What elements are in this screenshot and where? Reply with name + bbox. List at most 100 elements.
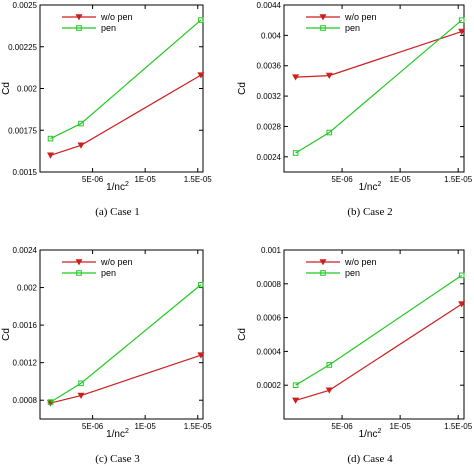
legend-marker-pen — [76, 25, 82, 31]
y-tick-label: 0.0012 — [13, 359, 38, 368]
data-point-pen — [458, 272, 465, 279]
chart-3: 5E-06 1E-05 1.5E-05 0.0008 0.0012 0.0016 0.002… — [1, 246, 212, 465]
plot-frame — [283, 249, 465, 420]
chart-4: 5E-06 1E-05 1.5E-05 0.0002 0.0004 0.0006 0.000… — [237, 246, 473, 465]
x-axis-label: 1/nc2 — [359, 181, 382, 193]
y-tick-label: 0.0008 — [13, 396, 38, 405]
y-tick-label: 0.00225 — [8, 43, 37, 52]
y-tick-label: 0.0015 — [13, 168, 38, 177]
y-tick-label: 0.002 — [17, 85, 38, 94]
chart-caption: (c) Case 3 — [95, 453, 140, 465]
data-point-wo-pen — [292, 397, 300, 404]
series-line-pen — [295, 19, 463, 154]
data-point-wo-pen — [325, 387, 333, 394]
series-line-pen — [50, 284, 202, 403]
data-point-pen — [458, 17, 465, 23]
x-axis-label-superscript: 2 — [125, 428, 129, 435]
data-point-pen — [198, 281, 204, 288]
data-point-pen — [47, 135, 54, 142]
x-axis-label-text: 1/nc — [106, 429, 125, 440]
series-line-wo-pen — [295, 303, 463, 401]
x-tick-label: 1E-05 — [389, 422, 411, 431]
legend-label-wo-pen: w/o pen — [100, 257, 133, 267]
y-tick-label: 0.0024 — [257, 153, 282, 162]
x-axis-label: 1/nc2 — [106, 428, 129, 440]
x-tick-label: 1.5E-05 — [444, 422, 473, 431]
x-tick-label: 1.5E-05 — [184, 175, 213, 184]
y-tick-label: 0.0028 — [257, 122, 282, 131]
legend-label-wo-pen: w/o pen — [344, 12, 377, 22]
y-tick-label: 0.001 — [261, 246, 282, 255]
x-axis-label: 1/nc2 — [106, 181, 129, 193]
y-tick-label: 0.0016 — [13, 321, 38, 330]
series-line-pen — [295, 274, 463, 386]
x-tick-label: 5E-06 — [331, 422, 353, 431]
data-point-pen — [78, 120, 84, 127]
y-tick-label: 0.0025 — [13, 1, 38, 10]
chart-2: 5E-06 1E-05 1.5E-05 0.0024 0.0028 0.0032 0.003… — [237, 1, 473, 218]
x-tick-label: 1E-05 — [134, 175, 156, 184]
data-point-wo-pen — [197, 72, 205, 79]
x-tick-label: 5E-06 — [82, 175, 104, 184]
y-tick-label: 0.0032 — [257, 92, 282, 101]
series-line-wo-pen — [50, 354, 202, 404]
y-tick-label: 0.0004 — [257, 347, 282, 356]
y-axis-label: Cd — [237, 328, 248, 341]
y-tick-label: 0.0044 — [257, 1, 282, 10]
data-point-pen — [326, 362, 333, 368]
data-point-wo-pen — [458, 301, 466, 308]
data-point-pen — [326, 129, 333, 136]
legend-label-pen: pen — [101, 23, 116, 33]
legend-marker-pen — [320, 25, 326, 31]
x-axis-label-text: 1/nc — [106, 182, 125, 193]
x-axis-label-superscript: 2 — [378, 181, 382, 188]
legend-marker-pen — [320, 270, 326, 276]
y-tick-label: 0.0006 — [257, 314, 282, 323]
series-line-wo-pen — [50, 74, 202, 156]
legend-label-pen: pen — [345, 23, 360, 33]
x-tick-label: 5E-06 — [331, 175, 353, 184]
chart-caption: (b) Case 2 — [347, 206, 392, 218]
x-axis-label-superscript: 2 — [378, 428, 382, 435]
x-axis-label: 1/nc2 — [359, 428, 382, 440]
y-tick-label: 0.00175 — [8, 126, 37, 135]
y-axis-label: Cd — [237, 82, 248, 95]
data-point-pen — [292, 382, 299, 388]
legend-marker-wo-pen — [75, 259, 83, 266]
x-axis-label-text: 1/nc — [359, 429, 378, 440]
chart-caption: (a) Case 1 — [95, 206, 140, 218]
legend-label-pen: pen — [101, 268, 116, 278]
x-tick-label: 1.5E-05 — [184, 422, 213, 431]
data-point-pen — [47, 399, 54, 405]
data-point-pen — [78, 380, 84, 387]
data-point-wo-pen — [458, 28, 466, 35]
data-point-wo-pen — [77, 142, 85, 149]
data-point-wo-pen — [325, 72, 333, 80]
x-tick-label: 1E-05 — [134, 422, 156, 431]
x-axis-label-text: 1/nc — [359, 182, 378, 193]
x-tick-label: 5E-06 — [82, 422, 104, 431]
y-tick-label: 0.002 — [17, 284, 38, 293]
legend-marker-pen — [76, 270, 82, 276]
y-tick-label: 0.004 — [261, 31, 282, 40]
legend-label-pen: pen — [345, 268, 360, 278]
plot-frame — [39, 249, 204, 420]
series-line-pen — [50, 19, 202, 140]
data-point-pen — [292, 150, 299, 156]
x-tick-label: 1E-05 — [389, 175, 411, 184]
data-point-wo-pen — [197, 352, 205, 359]
data-point-wo-pen — [292, 74, 300, 81]
x-tick-label: 1.5E-05 — [444, 175, 473, 184]
data-point-wo-pen — [77, 392, 85, 399]
legend-marker-wo-pen — [319, 259, 327, 266]
chart-caption: (d) Case 4 — [347, 453, 393, 465]
plot-frame — [283, 4, 465, 173]
legend-marker-wo-pen — [319, 14, 327, 21]
y-tick-label: 0.0024 — [13, 246, 38, 255]
y-tick-label: 0.0036 — [257, 62, 282, 71]
chart-1: 5E-06 1E-05 1.5E-05 0.0015 0.00175 0.002 0.002… — [1, 1, 212, 218]
data-point-pen — [198, 17, 204, 23]
y-axis-label: Cd — [1, 328, 12, 341]
y-tick-label: 0.0008 — [257, 280, 282, 289]
